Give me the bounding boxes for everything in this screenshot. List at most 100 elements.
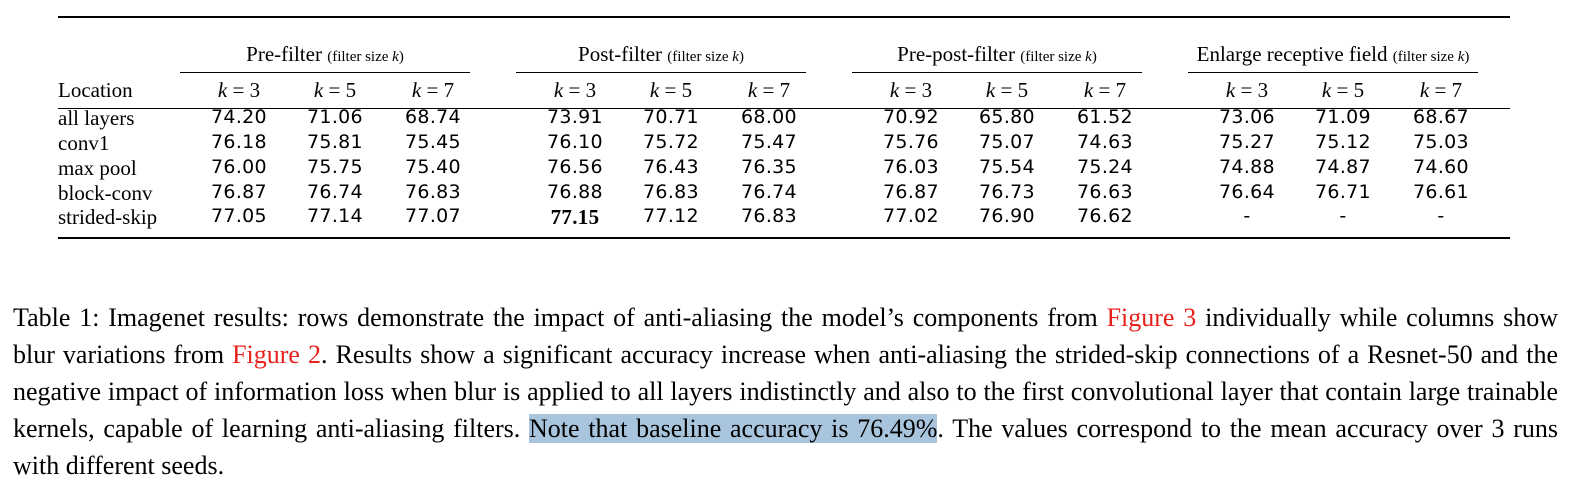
table-row: strided-skip 77.05 77.14 77.07 77.15 77.12 76.… xyxy=(58,205,1510,230)
group-note: (filter size k) xyxy=(327,49,404,65)
table-caption: Table 1: Imagenet results: rows demonstr… xyxy=(13,299,1558,484)
k-header: k = 3 xyxy=(217,78,261,102)
table-cell: 75.12 xyxy=(1315,131,1371,153)
k-header: k = 7 xyxy=(1083,78,1127,102)
table-cell: 75.03 xyxy=(1413,131,1469,153)
table-cell: 74.87 xyxy=(1315,156,1371,178)
table-cell: 70.71 xyxy=(643,106,699,128)
table-cell: 77.15 xyxy=(550,205,600,229)
table-cell: 76.63 xyxy=(1077,181,1133,203)
table-cell: 75.54 xyxy=(979,156,1035,178)
table-cell: 76.00 xyxy=(211,156,267,178)
group-title: Post-filter xyxy=(578,42,663,66)
k-header: k = 7 xyxy=(1419,78,1463,102)
table-cell: 77.14 xyxy=(307,205,363,227)
table-cell: 75.81 xyxy=(307,131,363,153)
row-label: strided-skip xyxy=(58,205,158,229)
group-underline xyxy=(180,72,470,73)
caption-text-1: Table 1: Imagenet results: rows demonstr… xyxy=(13,303,1107,332)
table-cell: 75.24 xyxy=(1077,156,1133,178)
table-cell: 75.47 xyxy=(741,131,797,153)
table-cell: 76.71 xyxy=(1315,181,1371,203)
table-cell: 76.61 xyxy=(1413,181,1469,203)
table-cell: 77.12 xyxy=(643,205,699,227)
selected-text-highlight[interactable]: Note that baseline accuracy is 76.49% xyxy=(529,414,938,443)
group-header-1: Pre-filter (filter size k) xyxy=(180,42,470,72)
table-cell: 76.62 xyxy=(1077,205,1133,227)
top-rule xyxy=(58,16,1510,18)
table-row: max pool 76.00 75.75 75.40 76.56 76.43 76.35 76… xyxy=(58,156,1510,181)
group-underline xyxy=(1188,72,1478,73)
table-cell: 76.10 xyxy=(547,131,603,153)
table-cell: 68.74 xyxy=(405,106,461,128)
table-cell: 76.83 xyxy=(741,205,797,227)
table-cell: 74.20 xyxy=(211,106,267,128)
table-cell: 68.00 xyxy=(741,106,797,128)
table-cell: 74.60 xyxy=(1413,156,1469,178)
table-cell: 76.90 xyxy=(979,205,1035,227)
group-title: Pre-filter xyxy=(246,42,322,66)
table-cell: - xyxy=(1437,205,1445,227)
caption-text-4: . The values correspond to the mean accu… xyxy=(13,414,1559,480)
table-cell: 77.05 xyxy=(211,205,267,227)
table-cell: 75.75 xyxy=(307,156,363,178)
group-header-4: Enlarge receptive field (filter size k) xyxy=(1188,42,1478,72)
figure-3-link[interactable]: Figure 3 xyxy=(1106,303,1197,332)
table-cell: 76.88 xyxy=(547,181,603,203)
table-cell: 75.07 xyxy=(979,131,1035,153)
table-cell: 71.09 xyxy=(1315,106,1371,128)
group-title: Pre-post-filter xyxy=(897,42,1015,66)
row-label: conv1 xyxy=(58,131,110,155)
table-cell: 76.64 xyxy=(1219,181,1275,203)
table-cell: 75.76 xyxy=(883,131,939,153)
table-row: all layers 74.20 71.06 68.74 73.91 70.71 68.00… xyxy=(58,106,1510,131)
table-cell: 73.06 xyxy=(1219,106,1275,128)
table-row: conv1 76.18 75.81 75.45 76.10 75.72 75.47 75.76… xyxy=(58,131,1510,156)
table-cell: 77.07 xyxy=(405,205,461,227)
table-cell: 61.52 xyxy=(1077,106,1133,128)
table-cell: 75.45 xyxy=(405,131,461,153)
table-cell: 73.91 xyxy=(547,106,603,128)
mid-rule xyxy=(58,108,1510,109)
figure-2-link[interactable]: Figure 2 xyxy=(232,340,322,369)
group-underline xyxy=(516,72,806,73)
table-cell: 77.02 xyxy=(883,205,939,227)
k-header: k = 5 xyxy=(985,78,1029,102)
group-note: (filter size k) xyxy=(1392,49,1470,65)
k-header: k = 7 xyxy=(411,78,455,102)
k-header: k = 3 xyxy=(889,78,933,102)
k-header: k = 5 xyxy=(313,78,357,102)
table-cell: 76.35 xyxy=(741,156,797,178)
table-cell: 71.06 xyxy=(307,106,363,128)
group-note: (filter size k) xyxy=(667,49,744,65)
table-cell: 76.74 xyxy=(741,181,797,203)
k-header: k = 3 xyxy=(553,78,597,102)
results-table: Pre-filter (filter size k) Post-filter (f… xyxy=(58,16,1510,240)
group-header-2: Post-filter (filter size k) xyxy=(516,42,806,72)
location-header: Location xyxy=(58,78,133,102)
table-cell: 76.18 xyxy=(211,131,267,153)
table-cell: 76.43 xyxy=(643,156,699,178)
table-cell: 74.63 xyxy=(1077,131,1133,153)
row-label: max pool xyxy=(58,156,137,180)
table-cell: - xyxy=(1339,205,1347,227)
group-underline xyxy=(852,72,1142,73)
table-cell: 75.27 xyxy=(1219,131,1275,153)
table-cell: 76.87 xyxy=(883,181,939,203)
table-cell: 76.83 xyxy=(405,181,461,203)
table-cell: 76.56 xyxy=(547,156,603,178)
table-cell: 70.92 xyxy=(883,106,939,128)
caption-text-2: individually while columns show blur var… xyxy=(13,303,1559,369)
k-header: k = 5 xyxy=(649,78,693,102)
bottom-rule xyxy=(58,237,1510,239)
table-cell: 68.67 xyxy=(1413,106,1469,128)
k-header: k = 7 xyxy=(747,78,791,102)
table-cell: 76.74 xyxy=(307,181,363,203)
table-cell: 75.40 xyxy=(405,156,461,178)
table-cell: 76.03 xyxy=(883,156,939,178)
row-label: all layers xyxy=(58,106,135,130)
caption-text-3: . Results show a significant accuracy in… xyxy=(13,340,1558,443)
row-label: block-conv xyxy=(58,181,153,205)
table-cell: 74.88 xyxy=(1219,156,1275,178)
k-header: k = 3 xyxy=(1225,78,1269,102)
